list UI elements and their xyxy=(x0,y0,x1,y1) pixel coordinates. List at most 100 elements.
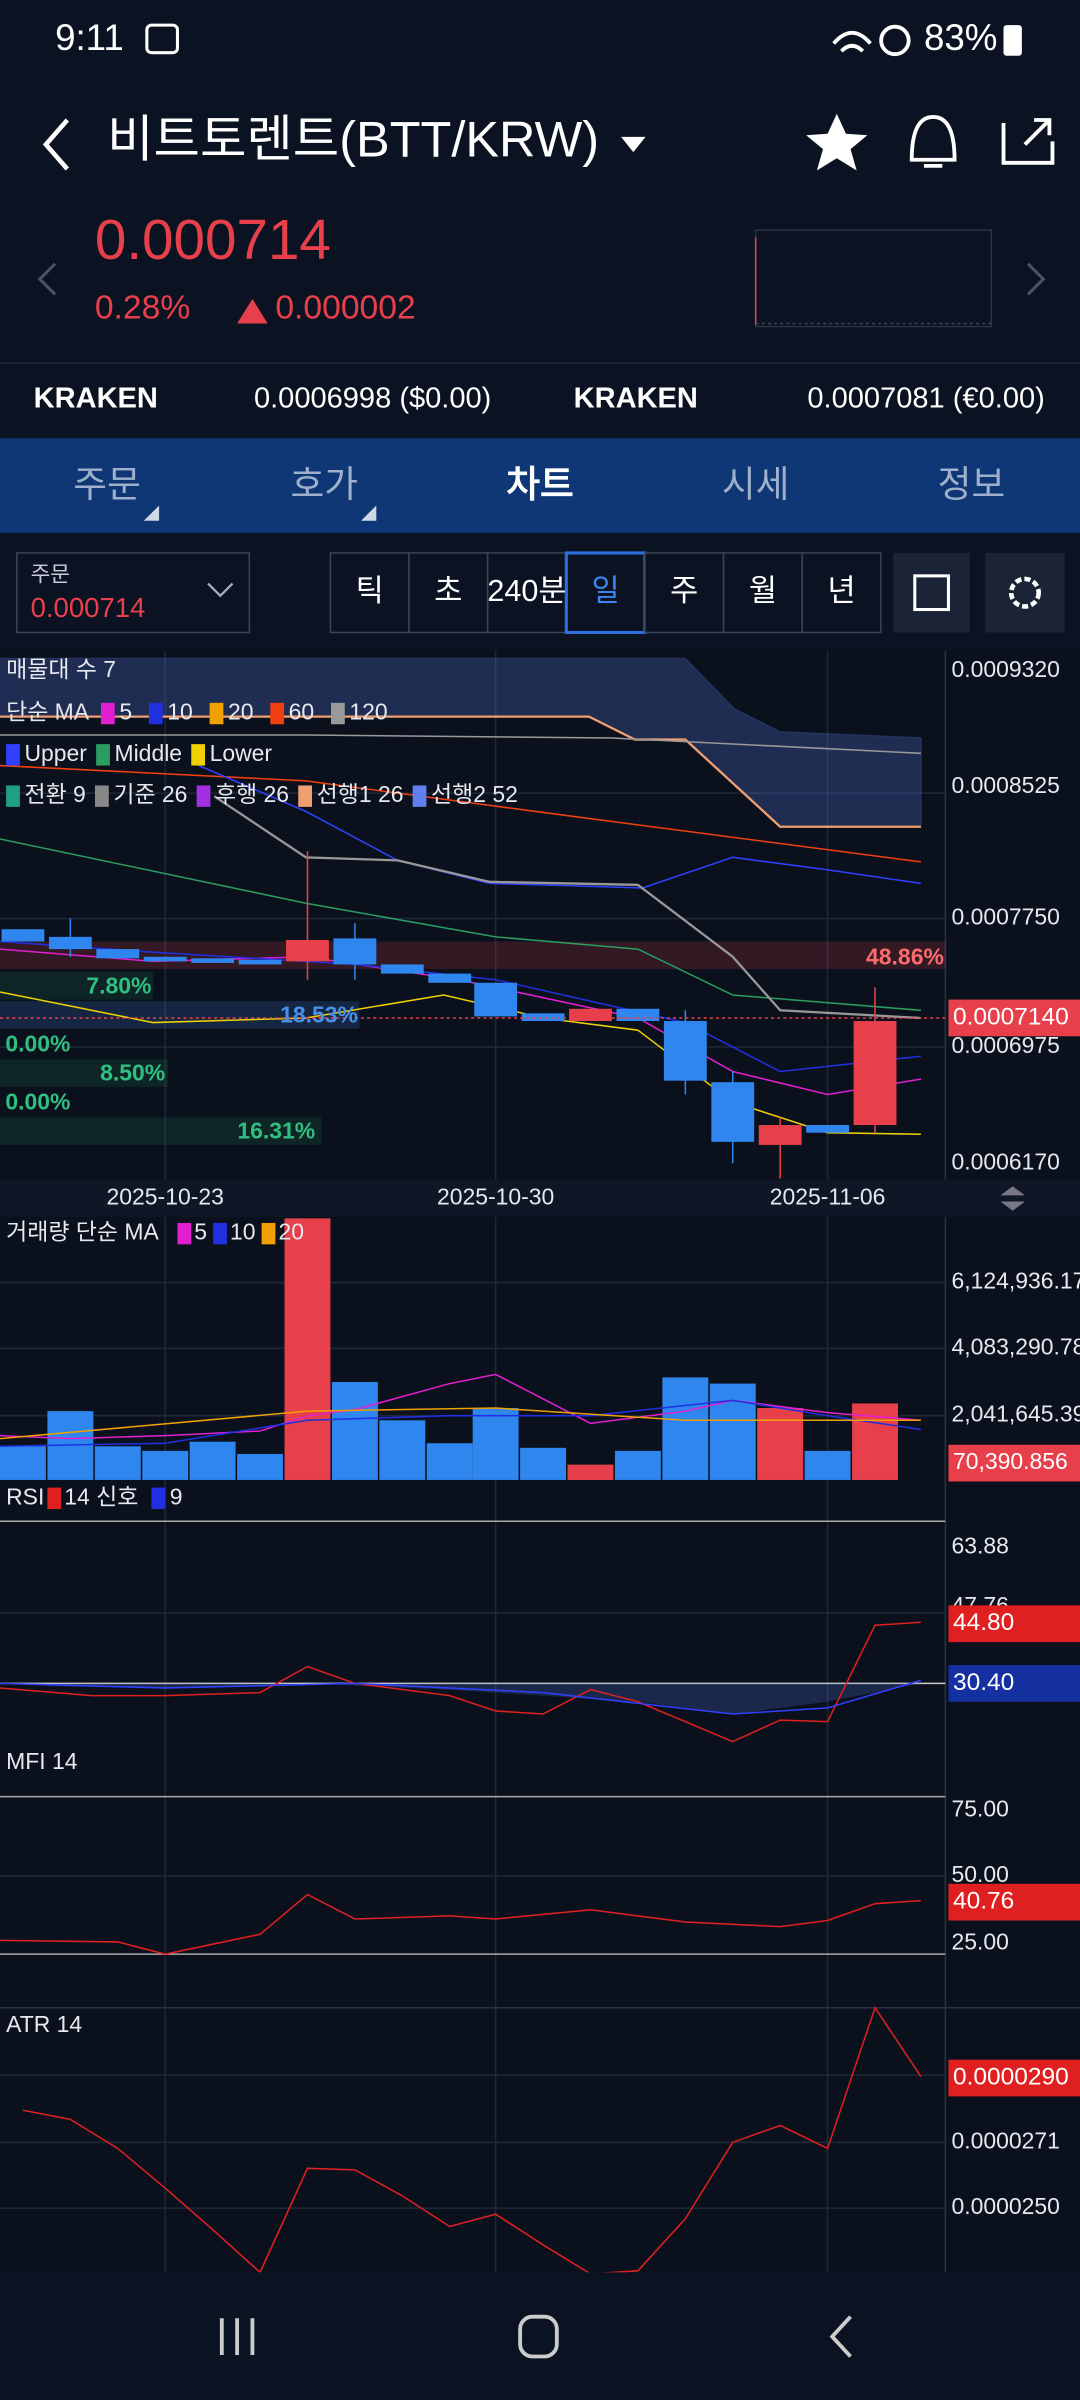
period-button[interactable] xyxy=(644,552,725,634)
volume-profile xyxy=(0,941,946,1145)
rsi-badge xyxy=(948,1605,1080,1643)
rsi-signal-label: 9 xyxy=(170,1483,183,1509)
volume-profile-legend: 매물대 수 7 xyxy=(6,656,116,682)
candle-body xyxy=(758,1125,802,1145)
ma-period: 20 xyxy=(228,699,254,725)
period-button[interactable] xyxy=(486,552,568,634)
battery-text: 83% xyxy=(924,17,997,58)
profile-label: 8.50% xyxy=(100,1060,165,1086)
order-dropdown[interactable] xyxy=(207,582,234,598)
price-tick: 0.0007750 xyxy=(952,904,1060,930)
next-arrow[interactable] xyxy=(1026,262,1046,296)
period-button[interactable] xyxy=(801,552,882,634)
rsi-legend: RSI xyxy=(6,1483,44,1509)
profile-label: 18.53% xyxy=(280,1001,358,1027)
candle-body xyxy=(238,959,282,965)
wifi-icon xyxy=(832,30,872,53)
volume-bar xyxy=(426,1443,473,1480)
profile-label: 7.80% xyxy=(86,972,151,998)
order-box[interactable] xyxy=(16,552,251,634)
tab[interactable]: 호가 xyxy=(291,464,359,505)
candle-body xyxy=(1,929,45,942)
period-button[interactable] xyxy=(408,552,489,634)
ma-120 xyxy=(0,734,921,755)
candle-body xyxy=(428,973,472,983)
volume-bar xyxy=(662,1377,709,1480)
rsi-signal xyxy=(0,1679,922,1715)
candle-body xyxy=(711,1082,755,1142)
ma-period: 5 xyxy=(119,699,132,725)
tab-corner xyxy=(143,505,160,521)
layout-icon xyxy=(913,574,950,612)
period-button[interactable] xyxy=(722,552,803,634)
rsi-fill xyxy=(0,1683,921,1714)
mfi-tick: 50.00 xyxy=(952,1861,1009,1887)
favorite-button[interactable] xyxy=(806,113,868,171)
rsi-value: 44.80 xyxy=(953,1609,1014,1636)
alarm-button[interactable] xyxy=(909,115,957,168)
tab[interactable]: 시세 xyxy=(722,464,790,505)
price-tick: 0.0009320 xyxy=(952,656,1060,682)
swatch xyxy=(6,785,20,807)
legend-item: 선행2 52 xyxy=(431,781,518,807)
period-label: 주 xyxy=(670,574,698,608)
atr-tick: 0.0000250 xyxy=(952,2193,1060,2219)
bb-upper xyxy=(198,764,922,889)
rsi-signal-value: 30.40 xyxy=(953,1669,1014,1696)
volume-bar xyxy=(379,1420,426,1480)
ma-period: 10 xyxy=(167,699,193,725)
profile-label: 0.00% xyxy=(5,1031,70,1057)
legend-item: 전환 9 xyxy=(24,781,85,807)
volume-bar xyxy=(284,1218,331,1480)
status-time: 9:11 xyxy=(55,17,124,58)
vol-ma-period: 20 xyxy=(278,1219,304,1245)
resize-handle[interactable] xyxy=(1000,1186,1025,1211)
date-label: 2025-11-06 xyxy=(770,1184,886,1210)
swatch xyxy=(47,1487,62,1510)
tab-corner xyxy=(361,505,377,521)
current-price-badge xyxy=(948,999,1080,1037)
ma-period: 120 xyxy=(349,699,387,725)
market-title[interactable]: 비트토렌트(BTT/KRW) xyxy=(107,110,599,167)
legend-item: Lower xyxy=(210,740,273,766)
recents-button[interactable] xyxy=(219,2318,255,2355)
volume-bar xyxy=(614,1450,661,1480)
home-button[interactable] xyxy=(518,2314,559,2359)
nav-back-button[interactable] xyxy=(829,2315,852,2358)
mfi-tick: 25.00 xyxy=(952,1929,1009,1955)
mfi-value: 40.76 xyxy=(953,1888,1014,1915)
tab[interactable]: 정보 xyxy=(938,464,1006,505)
ma-legend: 단순 MA xyxy=(6,699,90,725)
tab[interactable]: 차트 xyxy=(506,464,574,505)
prev-arrow[interactable] xyxy=(37,262,57,296)
volume-badge xyxy=(948,1444,1080,1482)
tab[interactable]: 주문 xyxy=(73,464,141,505)
dropdown-arrow[interactable] xyxy=(621,136,646,153)
swatch xyxy=(191,744,206,766)
swatch xyxy=(298,785,313,807)
swatch xyxy=(412,785,427,807)
current-price-label: 0.0007140 xyxy=(953,1003,1069,1030)
settings-icon xyxy=(1008,576,1041,609)
profile-label: 0.00% xyxy=(5,1089,70,1115)
volume-current: 70,390.856 xyxy=(953,1448,1068,1474)
volume-bar xyxy=(237,1453,284,1480)
period-button[interactable] xyxy=(329,552,410,634)
swatch xyxy=(96,744,110,766)
volume-bar xyxy=(804,1450,851,1480)
layout-button[interactable] xyxy=(893,552,970,633)
swatch xyxy=(100,702,115,725)
gallery-icon xyxy=(145,23,179,55)
candle-body xyxy=(616,1008,660,1022)
back-button[interactable] xyxy=(42,118,70,171)
exchange-price: 0.0006998 ($0.00) xyxy=(254,383,491,415)
ma-period: 60 xyxy=(289,699,315,725)
volume-tick: 2,041,645.390 xyxy=(952,1401,1080,1427)
atr-line xyxy=(22,2005,922,2275)
period-label: 일 xyxy=(592,574,620,608)
volume-tick: 6,124,936.171 xyxy=(952,1268,1080,1294)
share-button[interactable] xyxy=(1001,118,1055,165)
settings-button[interactable] xyxy=(985,552,1065,633)
price-tick: 0.0006170 xyxy=(952,1148,1060,1174)
volume-bar xyxy=(189,1441,236,1480)
